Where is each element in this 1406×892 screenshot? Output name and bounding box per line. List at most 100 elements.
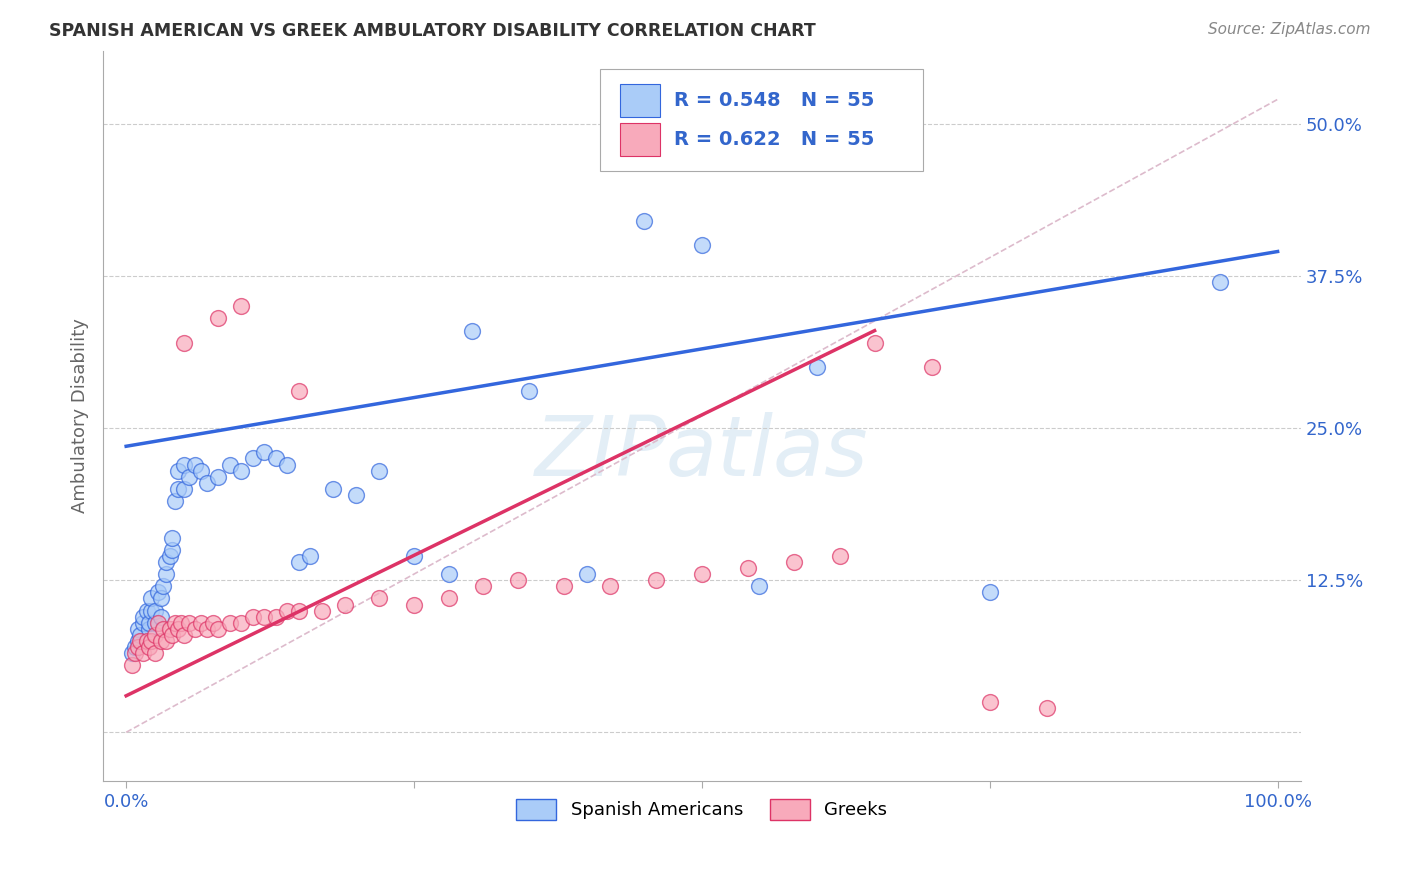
Point (149, 591, 172, 606)
Point (148, 615, 170, 630)
Point (155, 567, 177, 582)
Text: Source: ZipAtlas.com: Source: ZipAtlas.com (1208, 22, 1371, 37)
Point (160, 628, 183, 642)
Point (1209, 275, 1232, 289)
Point (121, 646, 143, 660)
Point (472, 579, 495, 593)
Text: ZIPatlas: ZIPatlas (536, 412, 869, 493)
Point (253, 445, 276, 459)
Point (155, 555, 177, 569)
Point (195, 622, 218, 636)
Point (179, 469, 201, 483)
Point (152, 622, 174, 636)
Point (124, 640, 146, 654)
Point (138, 622, 160, 636)
Point (152, 579, 174, 593)
FancyBboxPatch shape (600, 69, 924, 171)
Point (163, 494, 186, 508)
Point (979, 695, 1001, 709)
Point (160, 542, 183, 557)
Point (644, 573, 666, 587)
Bar (620, 84, 659, 117)
Point (828, 549, 851, 563)
Point (129, 628, 152, 642)
Point (218, 615, 240, 630)
Point (201, 615, 224, 630)
Point (242, 451, 264, 466)
Point (141, 604, 163, 618)
Point (132, 609, 155, 624)
Point (138, 640, 160, 654)
Point (127, 622, 149, 636)
Point (276, 604, 298, 618)
Point (402, 598, 425, 612)
Point (207, 311, 229, 326)
Point (288, 604, 311, 618)
Point (437, 567, 460, 582)
Point (599, 579, 621, 593)
Point (311, 604, 333, 618)
Point (190, 464, 212, 478)
Point (148, 585, 170, 599)
Text: R = 0.548   N = 55: R = 0.548 N = 55 (675, 91, 875, 110)
Point (184, 458, 207, 472)
Point (173, 458, 195, 472)
Point (299, 549, 322, 563)
Point (231, 299, 253, 313)
Point (288, 555, 311, 569)
Point (190, 615, 212, 630)
Point (979, 585, 1001, 599)
Point (195, 475, 218, 490)
Point (135, 634, 157, 648)
Point (141, 634, 163, 648)
Y-axis label: Ambulatory Disability: Ambulatory Disability (72, 318, 89, 513)
Point (159, 622, 181, 636)
Point (737, 561, 759, 575)
Point (690, 238, 713, 252)
Point (124, 646, 146, 660)
Point (127, 634, 149, 648)
Point (143, 646, 166, 660)
Point (346, 488, 368, 502)
Point (138, 615, 160, 630)
Point (179, 615, 201, 630)
Point (170, 615, 193, 630)
Text: SPANISH AMERICAN VS GREEK AMBULATORY DISABILITY CORRELATION CHART: SPANISH AMERICAN VS GREEK AMBULATORY DIS… (49, 22, 815, 40)
Point (783, 555, 806, 569)
Legend: Spanish Americans, Greeks: Spanish Americans, Greeks (509, 791, 894, 827)
Point (173, 482, 195, 496)
Point (155, 634, 177, 648)
Point (132, 615, 155, 630)
Point (218, 458, 240, 472)
Point (149, 609, 172, 624)
Point (276, 458, 298, 472)
Point (553, 579, 575, 593)
Point (143, 604, 166, 618)
Point (159, 549, 181, 563)
Point (184, 622, 207, 636)
Point (402, 549, 425, 563)
Point (368, 464, 391, 478)
Point (167, 464, 190, 478)
Point (231, 615, 253, 630)
Point (173, 628, 195, 642)
Point (121, 658, 143, 673)
Point (143, 615, 166, 630)
Point (135, 604, 157, 618)
Point (288, 384, 311, 399)
Point (1036, 701, 1059, 715)
Point (506, 573, 529, 587)
Point (264, 609, 287, 624)
Point (460, 324, 482, 338)
Point (163, 615, 186, 630)
Point (517, 384, 540, 399)
Point (333, 598, 356, 612)
Point (575, 567, 598, 582)
Point (921, 360, 943, 375)
Point (143, 628, 166, 642)
Point (160, 531, 183, 545)
Point (368, 591, 391, 606)
Point (127, 640, 149, 654)
Point (167, 622, 190, 636)
Point (748, 579, 770, 593)
